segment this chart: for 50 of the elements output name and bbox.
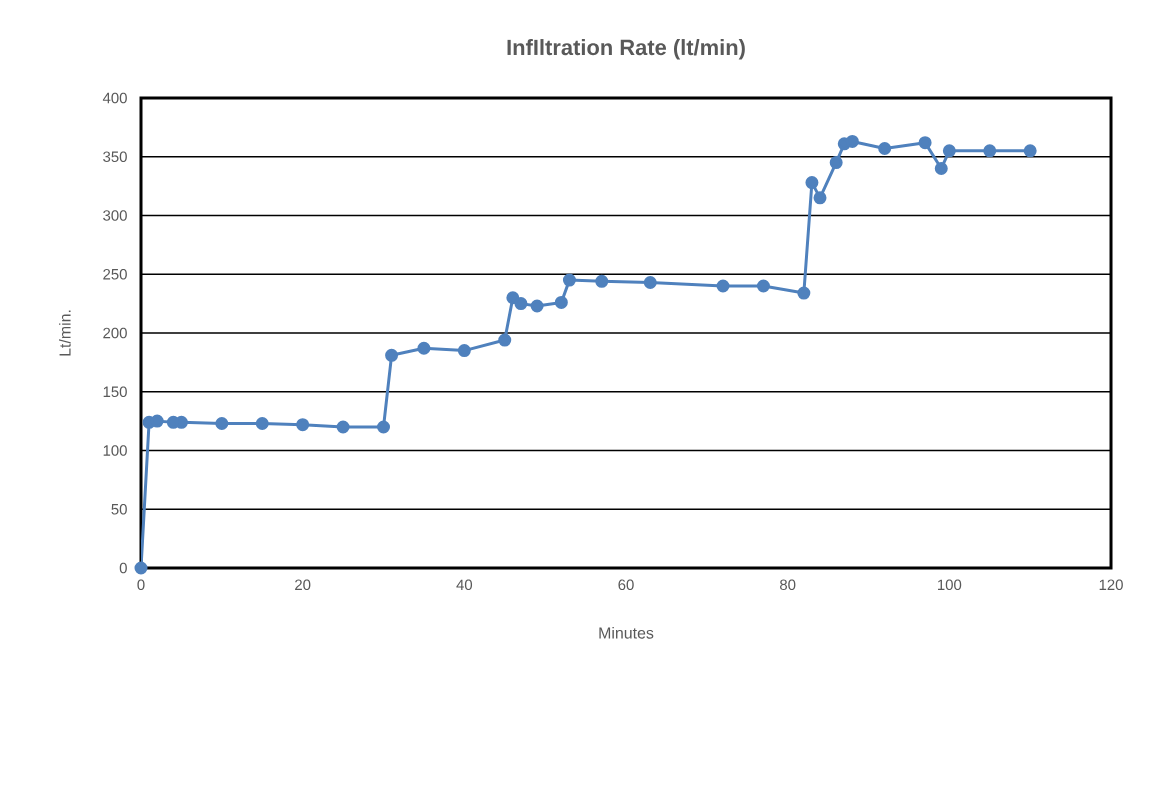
point [377,420,390,434]
point [595,274,609,288]
point [983,144,997,158]
y-tick-label: 350 [103,151,127,163]
point [918,136,932,150]
point [506,291,520,305]
y-tick-label: 400 [102,92,127,104]
y-tick-label: 50 [111,503,127,515]
point [813,191,827,205]
point [296,418,310,432]
point [805,176,819,190]
x-tick-label: 100 [938,579,962,591]
point [255,416,269,430]
point [829,156,843,170]
point [1023,144,1037,158]
point [336,420,350,434]
point [562,273,576,287]
point [845,134,859,148]
point [878,142,892,156]
point [530,299,544,313]
y-tick-label: 300 [103,210,127,221]
x-tick-label: 40 [456,579,473,591]
point [134,561,148,575]
point [554,295,568,309]
point [716,279,730,293]
y-tick-label: 200 [103,327,127,339]
point [457,344,471,358]
y-tick-label: 0 [119,562,127,574]
point [498,333,512,347]
x-tick-label: 0 [137,579,145,591]
point [215,416,229,430]
y-tick-label: 250 [103,268,127,280]
chart-title: InfIltration Rate (lt/min) [507,39,745,60]
point [514,297,528,311]
x-tick-label: 80 [780,579,796,591]
x-tick-label: 120 [1099,579,1123,591]
x-axis-title: Minutes [599,626,654,639]
y-axis-title: Lt/min. [59,310,71,356]
point [934,162,948,175]
y-tick-label: 100 [103,445,127,456]
point [417,341,431,355]
x-tick-label: 20 [295,579,311,591]
point [942,144,956,158]
point [385,348,399,362]
point [756,279,770,293]
point [797,286,811,300]
y-tick-label: 150 [103,386,127,398]
point [643,275,657,289]
point [150,414,164,428]
x-tick-label: 60 [618,579,634,591]
